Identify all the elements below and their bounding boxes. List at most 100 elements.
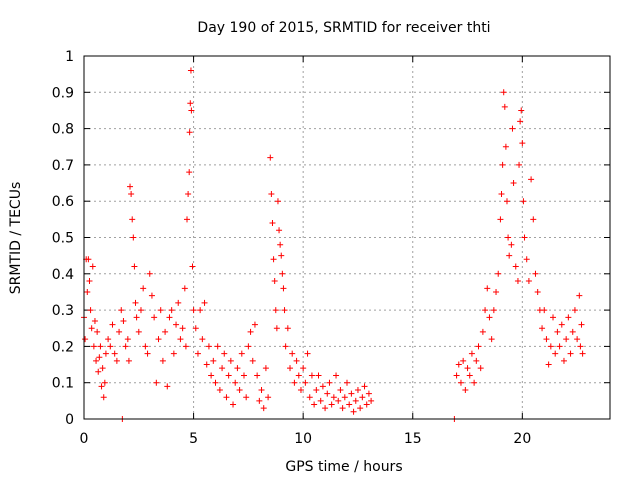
data-point <box>144 350 151 357</box>
data-point <box>236 386 243 393</box>
data-point <box>157 307 164 314</box>
data-point <box>490 307 497 314</box>
y-tick-label: 0 <box>65 412 74 428</box>
data-point <box>249 357 256 364</box>
data-point <box>132 299 139 306</box>
data-point <box>153 379 160 386</box>
data-point <box>518 107 525 114</box>
data-point <box>269 219 276 226</box>
data-point <box>464 365 471 372</box>
data-point <box>534 288 541 295</box>
data-point <box>453 372 460 379</box>
data-point <box>270 256 277 263</box>
data-point <box>254 372 261 379</box>
data-point <box>508 241 515 248</box>
data-point <box>505 234 512 241</box>
data-point <box>519 140 526 147</box>
data-point <box>159 357 166 364</box>
data-point <box>344 379 350 386</box>
data-point <box>289 350 296 357</box>
grid-lines <box>84 56 610 419</box>
data-point <box>498 190 505 197</box>
data-point <box>291 379 298 386</box>
data-point <box>177 336 184 343</box>
data-point <box>482 307 489 314</box>
data-point <box>287 365 294 372</box>
data-point <box>514 278 521 285</box>
y-tick-label: 1 <box>65 49 74 65</box>
data-point <box>267 154 274 161</box>
data-point <box>109 321 116 328</box>
data-point <box>273 325 280 332</box>
data-point <box>350 408 357 415</box>
data-point <box>82 336 89 343</box>
data-point <box>107 343 114 350</box>
data-point <box>122 343 129 350</box>
data-point <box>111 350 118 357</box>
data-point <box>497 216 504 223</box>
data-point <box>577 343 584 350</box>
data-point <box>475 343 482 350</box>
data-point <box>528 176 535 183</box>
data-point <box>330 394 337 401</box>
data-point <box>93 357 100 364</box>
data-point <box>545 361 552 368</box>
data-point <box>219 365 226 372</box>
data-point <box>484 285 491 292</box>
data-point <box>277 241 284 248</box>
data-point <box>499 161 506 168</box>
data-point <box>188 107 195 114</box>
data-point <box>127 183 134 190</box>
data-point <box>247 328 254 335</box>
data-point <box>361 383 368 390</box>
data-point <box>493 288 500 295</box>
data-point <box>245 343 252 350</box>
data-point <box>99 365 106 372</box>
x-tick-label: 10 <box>294 431 312 447</box>
x-tick-label: 20 <box>513 431 531 447</box>
data-point <box>333 372 340 379</box>
data-point <box>238 350 245 357</box>
data-point <box>88 325 95 332</box>
data-point <box>308 372 315 379</box>
chart-title: Day 190 of 2015, SRMTID for receiver tht… <box>197 20 490 36</box>
data-point <box>293 357 300 364</box>
data-point <box>363 401 370 408</box>
data-point <box>560 357 567 364</box>
data-point <box>197 307 204 314</box>
data-point <box>89 263 96 270</box>
data-point <box>554 328 561 335</box>
y-tick-label: 0.7 <box>52 158 74 174</box>
data-point <box>223 394 230 401</box>
data-point <box>168 307 175 314</box>
data-point <box>539 325 546 332</box>
data-point <box>547 343 554 350</box>
data-point <box>102 350 109 357</box>
data-point <box>98 383 105 390</box>
data-point <box>354 386 361 393</box>
data-point <box>276 227 283 234</box>
data-point <box>509 125 516 132</box>
data-point <box>523 256 530 263</box>
data-point <box>124 336 131 343</box>
data-point <box>187 100 194 107</box>
data-point <box>258 386 265 393</box>
data-point <box>148 292 155 299</box>
y-axis-ticks: 0 0.1 0.2 0.3 0.4 0.5 0.6 0.7 0.8 0.9 1 <box>52 49 610 428</box>
data-point <box>125 357 132 364</box>
y-tick-label: 0.9 <box>52 85 74 101</box>
data-point <box>280 285 287 292</box>
data-point <box>116 328 123 335</box>
data-point <box>579 350 586 357</box>
plot-frame <box>83 55 611 420</box>
data-point <box>230 401 237 408</box>
data-point <box>556 343 563 350</box>
data-point <box>495 270 502 277</box>
data-point <box>205 343 212 350</box>
data-point <box>473 357 480 364</box>
data-point <box>203 361 210 368</box>
data-point <box>335 397 342 404</box>
x-axis-ticks: 0 5 10 15 20 <box>80 56 531 447</box>
data-point <box>262 365 269 372</box>
